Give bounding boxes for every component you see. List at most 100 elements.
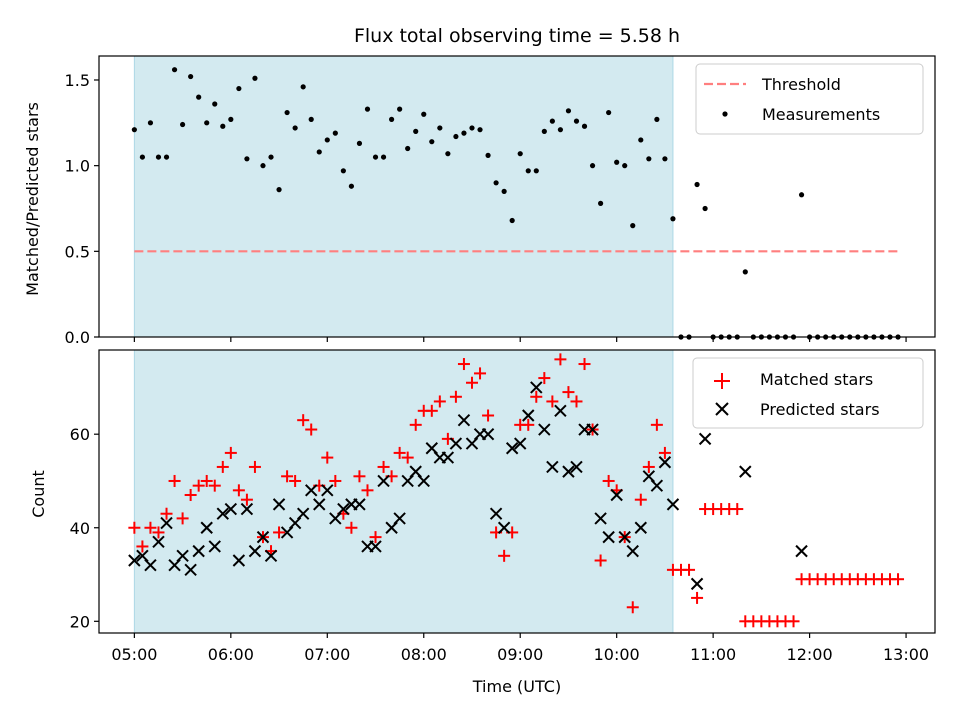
measurement-point xyxy=(654,116,660,122)
x-tick-label: 07:00 xyxy=(304,645,350,664)
measurement-point xyxy=(485,152,491,158)
predicted-star-point xyxy=(554,404,567,418)
x-tick-label: 09:00 xyxy=(497,645,543,664)
y-tick-label: 60 xyxy=(70,425,90,444)
matched-star-point xyxy=(321,451,334,464)
matched-star-point xyxy=(128,521,141,534)
matched-stars-points xyxy=(128,353,905,628)
y-tick-label: 0.5 xyxy=(65,242,90,261)
measurement-point xyxy=(139,154,146,160)
measurement-point xyxy=(565,108,572,114)
measurement-point xyxy=(405,145,411,152)
measurement-point xyxy=(292,125,298,131)
matched-star-point xyxy=(787,615,800,628)
matched-star-point xyxy=(281,470,294,483)
matched-star-point xyxy=(449,390,462,403)
matched-star-point xyxy=(401,451,414,464)
measurement-point xyxy=(421,111,427,117)
measurement-point xyxy=(413,128,419,134)
matched-star-point xyxy=(602,474,615,487)
predicted-star-point xyxy=(538,423,551,436)
measurement-point xyxy=(461,130,467,136)
predicted-star-point xyxy=(658,456,672,469)
measurement-point xyxy=(147,120,154,126)
y-tick-label: 20 xyxy=(70,612,90,631)
predicted-star-point xyxy=(353,498,366,511)
predicted-star-point xyxy=(530,381,543,394)
measurement-point xyxy=(581,123,588,129)
matched-star-point xyxy=(546,395,559,408)
matched-star-point xyxy=(465,376,478,389)
measurement-point xyxy=(549,118,555,124)
matched-star-point xyxy=(305,423,318,436)
matched-star-point xyxy=(522,418,535,431)
measurement-point xyxy=(670,216,676,222)
predicted-stars-points xyxy=(128,381,808,591)
matched-star-point xyxy=(273,526,286,539)
measurement-point xyxy=(316,149,322,155)
predicted-star-point xyxy=(208,540,221,553)
predicted-star-point xyxy=(481,427,495,441)
legend-threshold-label: Threshold xyxy=(761,75,841,94)
measurement-point xyxy=(389,116,395,122)
matched-star-point xyxy=(216,460,229,473)
predicted-star-point xyxy=(160,516,173,530)
measurement-point xyxy=(364,106,371,112)
measurement-point xyxy=(606,109,612,116)
measurement-point xyxy=(557,127,564,133)
bottom-x-ticks: 05:00 06:00 07:00 08:00 09:00 10:00 11:00 12:00… xyxy=(111,633,929,664)
measurement-point xyxy=(541,128,547,134)
measurement-point xyxy=(509,217,515,224)
matched-star-point xyxy=(892,573,905,586)
bottom-legend-box xyxy=(692,357,924,429)
top-y-axis-label: Matched/Predicted stars xyxy=(23,102,42,296)
measurement-point xyxy=(694,181,700,188)
measurement-point xyxy=(204,120,210,126)
predicted-star-point xyxy=(152,535,165,548)
matched-star-point xyxy=(626,601,639,614)
matched-star-point xyxy=(224,446,237,459)
measurement-point xyxy=(742,269,748,275)
predicted-star-point xyxy=(369,540,382,553)
matched-star-point xyxy=(192,479,205,492)
measurement-point xyxy=(573,118,580,124)
matched-star-point xyxy=(683,563,696,576)
matched-star-point xyxy=(457,358,470,371)
matched-star-point xyxy=(594,554,607,567)
predicted-star-point xyxy=(698,432,712,446)
predicted-star-point xyxy=(497,521,511,534)
measurement-point xyxy=(517,151,523,157)
bottom-y-ticks: 20 40 60 xyxy=(70,425,99,631)
legend-predicted-swatch xyxy=(715,402,729,416)
measurement-point xyxy=(340,168,346,174)
measurement-point xyxy=(356,140,363,146)
measurement-point xyxy=(196,94,202,100)
matched-star-point xyxy=(297,414,310,427)
measurement-point xyxy=(188,73,194,80)
bottom-legend: Matched stars Predicted stars xyxy=(692,357,924,429)
matched-star-point xyxy=(289,474,302,487)
measurement-point xyxy=(180,121,186,128)
matched-star-point xyxy=(208,479,221,492)
legend-measurements-swatch xyxy=(722,111,728,117)
legend-measurements-label: Measurements xyxy=(762,105,880,124)
predicted-star-point xyxy=(570,460,583,474)
measurement-point xyxy=(702,205,708,212)
measurement-point xyxy=(236,85,242,92)
matched-star-point xyxy=(731,503,744,516)
matched-star-point xyxy=(248,460,261,473)
measurement-point xyxy=(630,223,636,229)
matched-star-point xyxy=(168,474,181,487)
matched-star-point xyxy=(200,474,213,487)
predicted-star-point xyxy=(562,465,575,478)
measurement-point xyxy=(171,67,178,73)
matched-star-point xyxy=(658,446,671,459)
measurement-point xyxy=(798,192,805,198)
predicted-star-point xyxy=(232,554,246,567)
top-legend-box xyxy=(695,63,924,135)
measurement-point xyxy=(589,163,596,169)
measurement-point xyxy=(228,116,234,122)
matched-star-point xyxy=(144,521,157,534)
predicted-star-point xyxy=(224,502,238,516)
predicted-star-point xyxy=(546,460,559,474)
